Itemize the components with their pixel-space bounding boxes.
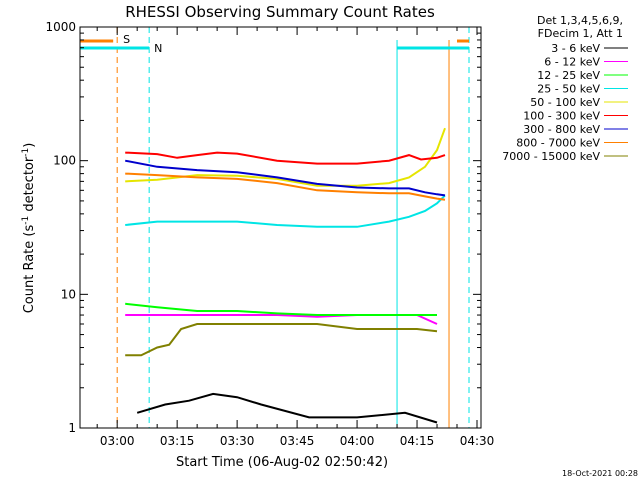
legend-entry-label: 3 - 6 keV [551, 42, 600, 55]
series-line [125, 194, 446, 228]
legend-entry-label: 7000 - 15000 keV [502, 150, 600, 163]
x-tick-label: 04:00 [340, 434, 375, 448]
s-marker-label: S [123, 33, 130, 46]
legend-entry-label: 50 - 100 keV [530, 96, 600, 109]
series-line [125, 323, 438, 357]
x-tick-label: 03:45 [280, 434, 315, 448]
footer-date: 18-Oct-2021 00:28 [562, 469, 638, 478]
y-axis-label: Count Rate (s-1 detector-1) [21, 143, 37, 314]
legend-entry-label: 25 - 50 keV [537, 83, 600, 96]
series-line [125, 159, 446, 197]
plot-area: SN [80, 27, 470, 428]
legend: Det 1,3,4,5,6,9,FDecim 1, Att 1 3 - 6 keV… [502, 14, 628, 163]
series-line [136, 392, 438, 424]
y-axis-label-sup2: -1 [21, 148, 31, 157]
series-line [125, 302, 437, 316]
x-tick-label: 04:30 [460, 434, 495, 448]
legend-header-line: FDecim 1, Att 1 [538, 27, 623, 40]
y-axis-label-main: Count Rate (s [22, 225, 37, 314]
legend-entry-label: 6 - 12 keV [544, 56, 600, 69]
x-tick-label: 03:15 [160, 434, 195, 448]
y-axis-label-end: ) [22, 143, 37, 148]
x-tick-label: 04:15 [400, 434, 435, 448]
legend-entry-label: 300 - 800 keV [523, 123, 600, 136]
y-axis-label-sup1: -1 [21, 216, 31, 225]
plot-frame [79, 26, 482, 429]
legend-entry-label: 12 - 25 keV [537, 69, 600, 82]
y-tick-label: 1000 [45, 20, 76, 34]
y-tick-label: 1 [68, 421, 76, 435]
x-tick-label: 03:00 [100, 434, 135, 448]
n-marker-label: N [154, 42, 162, 55]
y-axis-label-mid: detector [22, 156, 37, 216]
series-line [125, 151, 446, 165]
x-axis: 03:00 03:15 03:30 03:45 04:00 04:15 04:30 [96, 27, 495, 448]
series-line [125, 172, 446, 201]
chart-title: RHESSI Observing Summary Count Rates [125, 3, 435, 21]
legend-entry-label: 800 - 7000 keV [516, 137, 600, 150]
y-tick-label: 10 [61, 287, 76, 301]
y-axis: 1 10 100 1000 [45, 20, 481, 435]
y-tick-label: 100 [53, 154, 76, 168]
legend-entry-label: 100 - 300 keV [523, 110, 600, 123]
x-tick-label: 03:30 [220, 434, 255, 448]
x-axis-label: Start Time (06-Aug-02 02:50:42) [176, 455, 388, 470]
legend-header-line: Det 1,3,4,5,6,9, [537, 14, 623, 27]
